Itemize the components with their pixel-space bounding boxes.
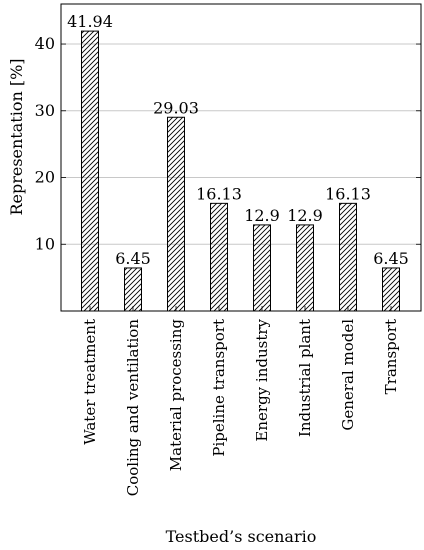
x-tick-label: Pipeline transport <box>210 319 228 457</box>
x-tick-label: General model <box>339 319 357 431</box>
bar-0 <box>81 30 99 312</box>
bar-5 <box>296 224 314 312</box>
x-tick-label: Energy industry <box>253 318 271 441</box>
y-tick-label: 30 <box>35 101 55 120</box>
x-tick-label: Material processing <box>167 319 185 472</box>
axes <box>60 3 422 312</box>
data-label: 29.03 <box>153 98 199 117</box>
x-axis-title: Testbed’s scenario <box>166 527 317 546</box>
x-tick-label: Cooling and ventilation <box>124 319 142 497</box>
data-label: 41.94 <box>67 12 113 31</box>
data-label: 6.45 <box>373 249 409 268</box>
bar-7 <box>382 267 400 312</box>
plot-frame <box>60 3 422 312</box>
y-axis-title: Representation [%] <box>7 58 26 215</box>
y-tick-label: 20 <box>35 168 55 187</box>
x-tick-label: Industrial plant <box>296 319 314 437</box>
labels: 10 20 30 40 41.94 Water treatment 6.45 Cooling … <box>35 12 409 496</box>
bar-1 <box>124 267 142 312</box>
data-label: 16.13 <box>196 184 242 203</box>
x-tick-label: Transport <box>382 319 400 394</box>
x-tick-label: Water treatment <box>81 319 99 445</box>
data-label: 12.9 <box>244 206 280 225</box>
y-tick-label: 10 <box>35 234 55 253</box>
bar-4 <box>253 224 271 312</box>
grid-lines <box>61 43 421 245</box>
bar-6 <box>339 202 357 312</box>
data-label: 6.45 <box>115 249 151 268</box>
bars <box>81 30 400 312</box>
y-tick-label: 40 <box>35 34 55 53</box>
bar-2 <box>167 116 185 312</box>
bar-3 <box>210 202 228 312</box>
data-label: 12.9 <box>287 206 323 225</box>
data-label: 16.13 <box>325 184 371 203</box>
